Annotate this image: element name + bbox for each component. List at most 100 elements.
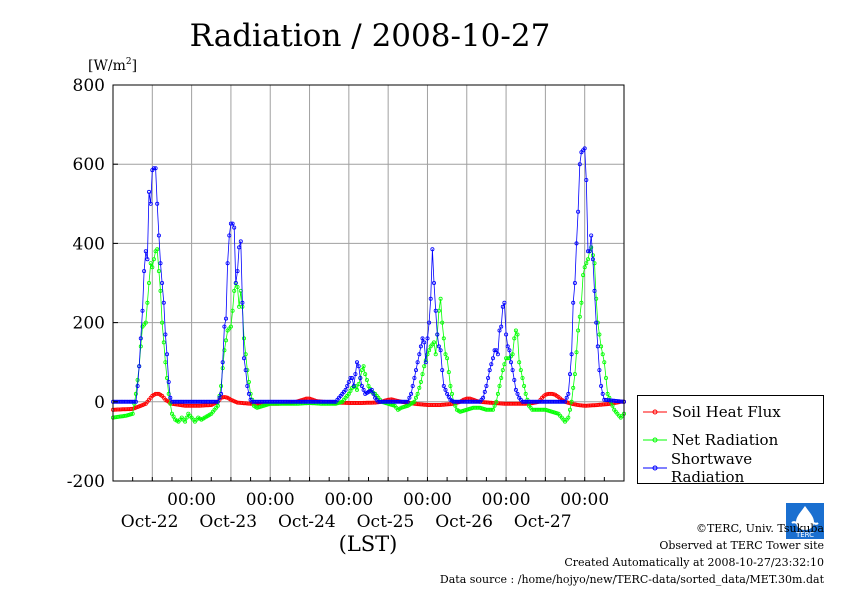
data-point — [155, 247, 160, 252]
data-point — [600, 352, 605, 357]
data-point — [422, 364, 427, 369]
data-point — [143, 249, 148, 254]
data-point — [566, 415, 571, 420]
data-point — [512, 336, 517, 341]
data-point — [235, 284, 240, 289]
y-tick-label: 200 — [73, 314, 105, 334]
data-point — [404, 399, 409, 404]
data-point — [135, 383, 140, 388]
data-point — [361, 387, 366, 392]
data-point — [564, 395, 569, 400]
data-point — [128, 412, 133, 417]
data-point — [415, 391, 420, 396]
data-point — [405, 399, 410, 404]
data-point — [499, 324, 504, 329]
data-point — [350, 375, 355, 380]
data-point — [348, 375, 353, 380]
data-point — [492, 403, 497, 408]
data-point — [594, 320, 599, 325]
legend-item-shortwave: Shortwave Radiation — [642, 450, 823, 486]
x-tick-date-label: Oct-27 — [514, 512, 572, 532]
data-point — [518, 368, 523, 373]
data-point — [602, 360, 607, 365]
data-point — [569, 352, 574, 357]
data-point — [145, 300, 150, 305]
data-point — [510, 368, 515, 373]
data-point — [582, 146, 587, 151]
data-point — [371, 391, 376, 396]
grid-lines — [113, 85, 624, 481]
data-point — [590, 257, 595, 262]
data-point — [568, 407, 573, 412]
data-point — [227, 233, 232, 238]
data-point — [505, 344, 510, 349]
data-point — [448, 383, 453, 388]
data-point — [504, 332, 509, 337]
data-point — [183, 419, 188, 424]
data-point — [489, 362, 494, 367]
y-axis-label-superscript: 2 — [126, 57, 132, 67]
data-point — [228, 221, 233, 226]
data-point — [155, 201, 160, 206]
data-point — [492, 348, 497, 353]
data-point — [604, 375, 609, 380]
data-point — [246, 379, 251, 384]
data-point — [427, 348, 432, 353]
data-point — [156, 233, 161, 238]
data-point — [445, 391, 450, 396]
data-point — [589, 233, 594, 238]
data-point — [482, 389, 487, 394]
data-point — [407, 395, 412, 400]
data-point — [427, 320, 432, 325]
data-point — [415, 360, 420, 365]
data-point — [512, 377, 517, 382]
data-point — [137, 364, 142, 369]
plot-frame — [112, 84, 625, 482]
data-point — [497, 328, 502, 333]
y-tick-label: -200 — [67, 472, 105, 492]
data-point — [592, 288, 597, 293]
data-point — [413, 368, 418, 373]
legend-label-net: Net Radiation — [672, 431, 779, 449]
data-point — [586, 249, 591, 254]
data-point — [246, 391, 251, 396]
data-point — [484, 383, 489, 388]
data-point — [433, 308, 438, 313]
data-point — [576, 209, 581, 214]
data-point — [508, 360, 513, 365]
data-point — [413, 395, 418, 400]
footer-created: Created Automatically at 2008-10-27/23:3… — [564, 556, 824, 569]
data-point — [441, 336, 446, 341]
data-point — [163, 332, 168, 337]
data-point — [409, 391, 414, 396]
data-point — [346, 379, 351, 384]
data-point — [571, 300, 576, 305]
series-line — [113, 147, 625, 403]
data-point — [354, 360, 359, 365]
data-point — [354, 387, 359, 392]
data-point — [358, 375, 363, 380]
legend-label-shortwave: Shortwave Radiation — [670, 450, 753, 486]
data-point — [577, 162, 582, 167]
data-point — [417, 352, 422, 357]
y-tick-label: 800 — [73, 76, 105, 96]
data-point — [551, 392, 556, 397]
data-point — [223, 316, 228, 321]
data-point — [219, 391, 224, 396]
data-point — [418, 344, 423, 349]
data-point — [579, 300, 584, 305]
footer-copyright: ©TERC, Univ. Tsukuba — [695, 522, 824, 535]
data-point — [587, 249, 592, 254]
data-point — [446, 370, 451, 375]
data-point — [146, 189, 151, 194]
data-point — [240, 300, 245, 305]
y-axis-label-close: ] — [132, 58, 137, 74]
data-point — [151, 166, 156, 171]
data-point — [431, 280, 436, 285]
data-point — [164, 352, 169, 357]
data-point — [169, 411, 174, 416]
data-point — [237, 245, 242, 250]
data-point — [561, 399, 566, 404]
data-point — [500, 304, 505, 309]
